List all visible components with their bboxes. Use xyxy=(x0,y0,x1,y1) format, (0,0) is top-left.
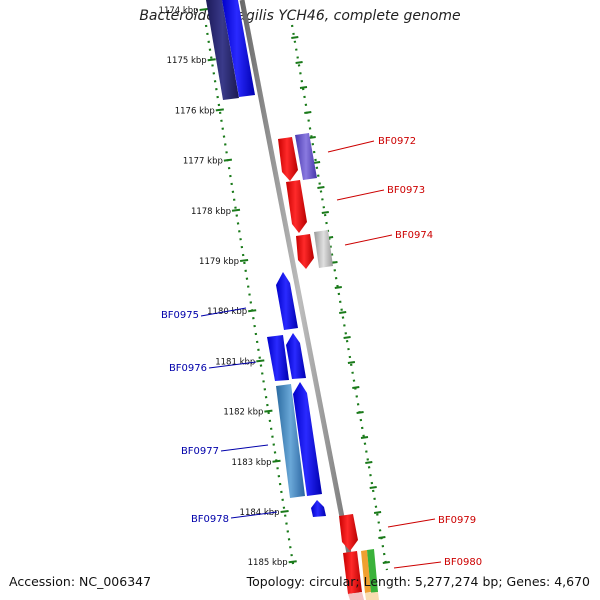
genome-backbone xyxy=(239,0,361,600)
outer-ring-tick xyxy=(378,536,386,539)
outer-ring-tick xyxy=(339,311,347,314)
kbp-tick-label: 1176 kbp xyxy=(175,106,215,116)
accession-text: Accession: NC_006347 xyxy=(9,574,152,589)
kbp-tick-mark xyxy=(264,409,273,413)
outer-ring-tick xyxy=(321,211,329,214)
gene-label-BF0980: BF0980 xyxy=(444,557,482,568)
gene-arrow-navy xyxy=(206,0,239,100)
gene-arrow-BF0980-red xyxy=(343,551,362,594)
kbp-tick-mark xyxy=(272,459,281,463)
gene-label-BF0973: BF0973 xyxy=(387,185,425,196)
gene-arrow-BF0977 xyxy=(276,384,305,498)
kbp-tick-mark xyxy=(231,208,241,212)
gene-arrow-red-1 xyxy=(278,137,298,181)
outer-ring-tick xyxy=(304,111,312,114)
kbp-tick-label: 1179 kbp xyxy=(199,257,239,267)
outer-ring-tick xyxy=(373,511,382,514)
outer-ring-tick xyxy=(382,561,390,564)
kbp-tick-mark xyxy=(256,359,265,363)
kbp-tick-label: 1178 kbp xyxy=(191,207,231,217)
gene-arrow-BF0976-b xyxy=(286,333,306,379)
gene-label-BF0979: BF0979 xyxy=(438,515,476,526)
outer-ring-tick xyxy=(365,461,373,464)
kbp-tick-mark xyxy=(199,8,208,11)
kbp-tick-mark xyxy=(223,158,233,162)
kbp-tick-label: 1181 kbp xyxy=(215,357,255,367)
outer-ring-tick xyxy=(369,486,377,489)
gene-arrow-blue xyxy=(222,0,255,97)
gene-label-BF0974: BF0974 xyxy=(395,230,433,241)
outer-ring-tick xyxy=(343,336,351,339)
kbp-tick-mark xyxy=(280,510,289,513)
outer-ring-tick xyxy=(334,286,342,289)
gene-arrow-pink xyxy=(348,592,364,600)
kbp-tick-label: 1177 kbp xyxy=(183,157,223,167)
kbp-tick-mark xyxy=(239,259,249,262)
kbp-tick-label: 1180 kbp xyxy=(207,307,247,317)
gene-arrow-BF0979 xyxy=(339,514,358,551)
gene-arrow-BF0972 xyxy=(295,133,317,180)
kbp-tick-label: 1175 kbp xyxy=(167,56,207,66)
kbp-tick-label: 1184 kbp xyxy=(240,508,280,518)
gene-arrow-red-2 xyxy=(296,234,314,269)
gene-label-BF0977: BF0977 xyxy=(181,446,219,457)
kbp-tick-mark xyxy=(215,108,224,112)
gene-label-BF0975: BF0975 xyxy=(161,310,199,321)
outer-ring-tick xyxy=(295,61,303,64)
outer-ring-tick xyxy=(356,411,364,414)
kbp-tick-mark xyxy=(207,58,216,62)
gene-arrow-BF0978 xyxy=(311,500,326,517)
gene-arrow-orange xyxy=(361,550,371,593)
outer-ring-tick xyxy=(347,361,356,364)
gene-arrow-peach xyxy=(365,592,379,600)
kbp-tick-label: 1183 kbp xyxy=(231,458,271,468)
outer-ring-tick xyxy=(360,436,369,439)
gene-label-BF0978: BF0978 xyxy=(191,514,229,525)
outer-ring-tick xyxy=(308,136,316,139)
outer-ring-tick xyxy=(352,386,360,389)
outer-ring-tick xyxy=(317,186,325,189)
kbp-scale: 1174 kbp 1175 kbp 1176 kbp 1177 kbp 1178 kbp… xyxy=(159,6,288,568)
kbp-tick-label: 1182 kbp xyxy=(223,408,263,418)
gene-arrow-BF0974 xyxy=(314,230,333,268)
gene-arrow-green xyxy=(367,549,378,593)
outer-ring-tick xyxy=(291,36,299,39)
gene-arrow-BF0973 xyxy=(286,180,307,233)
topology-text: Topology: circular; Length: 5,277,274 bp… xyxy=(246,574,590,589)
gene-arrow-blue-long xyxy=(293,382,322,496)
kbp-tick-mark xyxy=(288,560,297,564)
gene-arrow-BF0976-a xyxy=(267,335,289,381)
gene-label-BF0976: BF0976 xyxy=(169,363,207,374)
outer-ring-tick xyxy=(299,86,308,89)
gene-arrow-BF0975 xyxy=(276,272,298,330)
kbp-tick-mark xyxy=(248,309,257,313)
kbp-tick-label: 1174 kbp xyxy=(159,6,199,16)
gene-label-BF0972: BF0972 xyxy=(378,136,416,147)
kbp-tick-label: 1185 kbp xyxy=(248,558,288,568)
gene-label-leaders xyxy=(200,140,442,569)
